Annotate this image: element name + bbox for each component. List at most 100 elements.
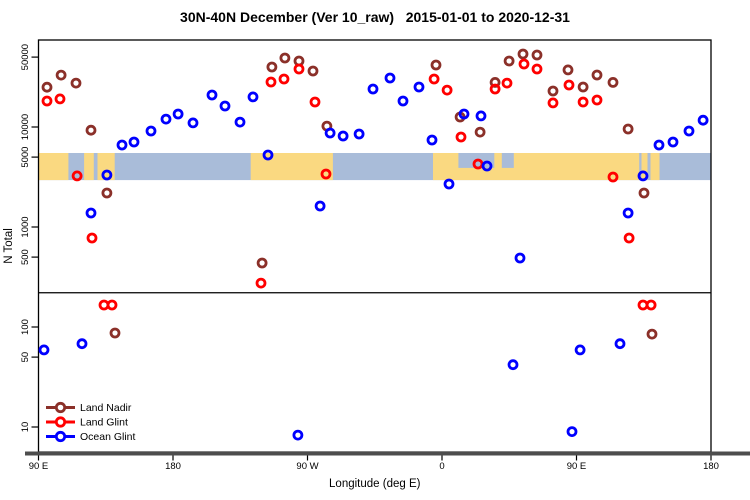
data-point	[41, 81, 53, 93]
data-point	[566, 426, 578, 438]
data-point	[562, 64, 574, 76]
data-point	[489, 77, 501, 88]
data-point	[160, 113, 172, 125]
data-point	[683, 125, 695, 137]
data-point	[475, 110, 487, 122]
data-point	[262, 149, 274, 161]
data-point	[547, 97, 559, 109]
data-point	[86, 232, 98, 244]
data-point	[309, 96, 321, 108]
data-point	[109, 327, 121, 339]
data-point	[247, 91, 259, 103]
series-land-nadir	[41, 48, 658, 340]
data-point	[54, 93, 66, 105]
data-point	[518, 58, 530, 70]
data-point	[367, 83, 379, 95]
data-point	[607, 77, 619, 88]
data-point	[55, 69, 67, 81]
data-point	[266, 61, 278, 73]
data-point	[413, 81, 425, 93]
data-point	[145, 125, 157, 137]
y-tick-label: 50	[20, 352, 31, 363]
x-tick-label: 90 E	[567, 461, 587, 472]
series-land-glint	[41, 58, 657, 311]
data-point	[172, 108, 184, 120]
data-point	[637, 170, 649, 182]
map-band	[38, 153, 711, 181]
series-ocean-glint	[38, 72, 709, 441]
data-point	[101, 169, 113, 181]
data-point	[514, 252, 526, 264]
data-point	[563, 79, 575, 91]
legend-label: Land Glint	[80, 417, 128, 429]
data-point	[38, 344, 50, 356]
data-point	[384, 72, 396, 84]
data-point	[623, 232, 635, 244]
data-point	[638, 187, 650, 199]
data-point	[667, 136, 679, 148]
legend-label: Ocean Glint	[80, 431, 136, 443]
data-point	[292, 429, 304, 441]
data-point	[443, 178, 455, 190]
data-point	[41, 95, 53, 107]
data-point	[574, 344, 586, 356]
data-point	[293, 63, 305, 75]
data-point	[517, 48, 529, 60]
data-point	[307, 65, 319, 77]
data-point	[279, 52, 291, 64]
data-point	[337, 130, 349, 142]
data-point	[697, 114, 709, 126]
data-point	[646, 328, 658, 340]
data-point	[501, 77, 513, 89]
legend-label: Land Nadir	[80, 402, 132, 414]
data-point	[234, 116, 246, 128]
data-point	[206, 89, 218, 101]
data-point	[76, 338, 88, 350]
data-point	[489, 83, 501, 95]
data-point	[591, 69, 603, 81]
y-tick-label: 10	[20, 422, 31, 433]
x-axis-label: Longitude (deg E)	[329, 478, 421, 490]
data-point	[614, 338, 626, 350]
data-point	[577, 81, 589, 93]
data-point	[71, 170, 83, 182]
data-point	[278, 73, 290, 85]
data-point	[101, 187, 113, 199]
data-point	[353, 128, 365, 140]
data-point	[85, 207, 97, 219]
y-tick-label: 10000	[20, 114, 31, 140]
data-point	[441, 84, 453, 96]
y-axis-label: N Total	[3, 228, 15, 264]
chart-title: 30N-40N December (Ver 10_raw) 2015-01-01…	[180, 9, 570, 25]
y-tick-label: 1000	[20, 216, 31, 237]
data-point	[430, 59, 442, 71]
data-point	[70, 77, 82, 89]
data-point	[591, 94, 603, 106]
x-tick-label: 90 W	[296, 461, 318, 472]
data-point	[455, 131, 467, 143]
x-tick-label: 180	[165, 461, 181, 472]
x-axis-ticks: 90 E 180 90 W 0 90 E 180	[29, 455, 719, 472]
data-point	[314, 200, 326, 212]
data-point	[324, 127, 336, 139]
data-point	[428, 73, 440, 85]
data-point	[607, 171, 619, 183]
y-tick-label: 100	[20, 319, 31, 335]
data-point	[531, 63, 543, 75]
x-tick-label: 90 E	[29, 461, 49, 472]
data-point	[622, 123, 634, 135]
data-point	[474, 126, 486, 138]
data-point	[397, 95, 409, 107]
y-axis-ticks: 50000 10000 5000 1000 500 100 50 10	[20, 44, 39, 432]
data-point	[116, 139, 128, 151]
data-point	[547, 85, 559, 97]
data-point	[265, 76, 277, 88]
y-tick-label: 5000	[20, 147, 31, 168]
data-point	[426, 134, 438, 146]
data-point	[85, 124, 97, 136]
data-point	[219, 100, 231, 112]
x-tick-label: 0	[439, 461, 444, 472]
data-point	[128, 136, 140, 148]
